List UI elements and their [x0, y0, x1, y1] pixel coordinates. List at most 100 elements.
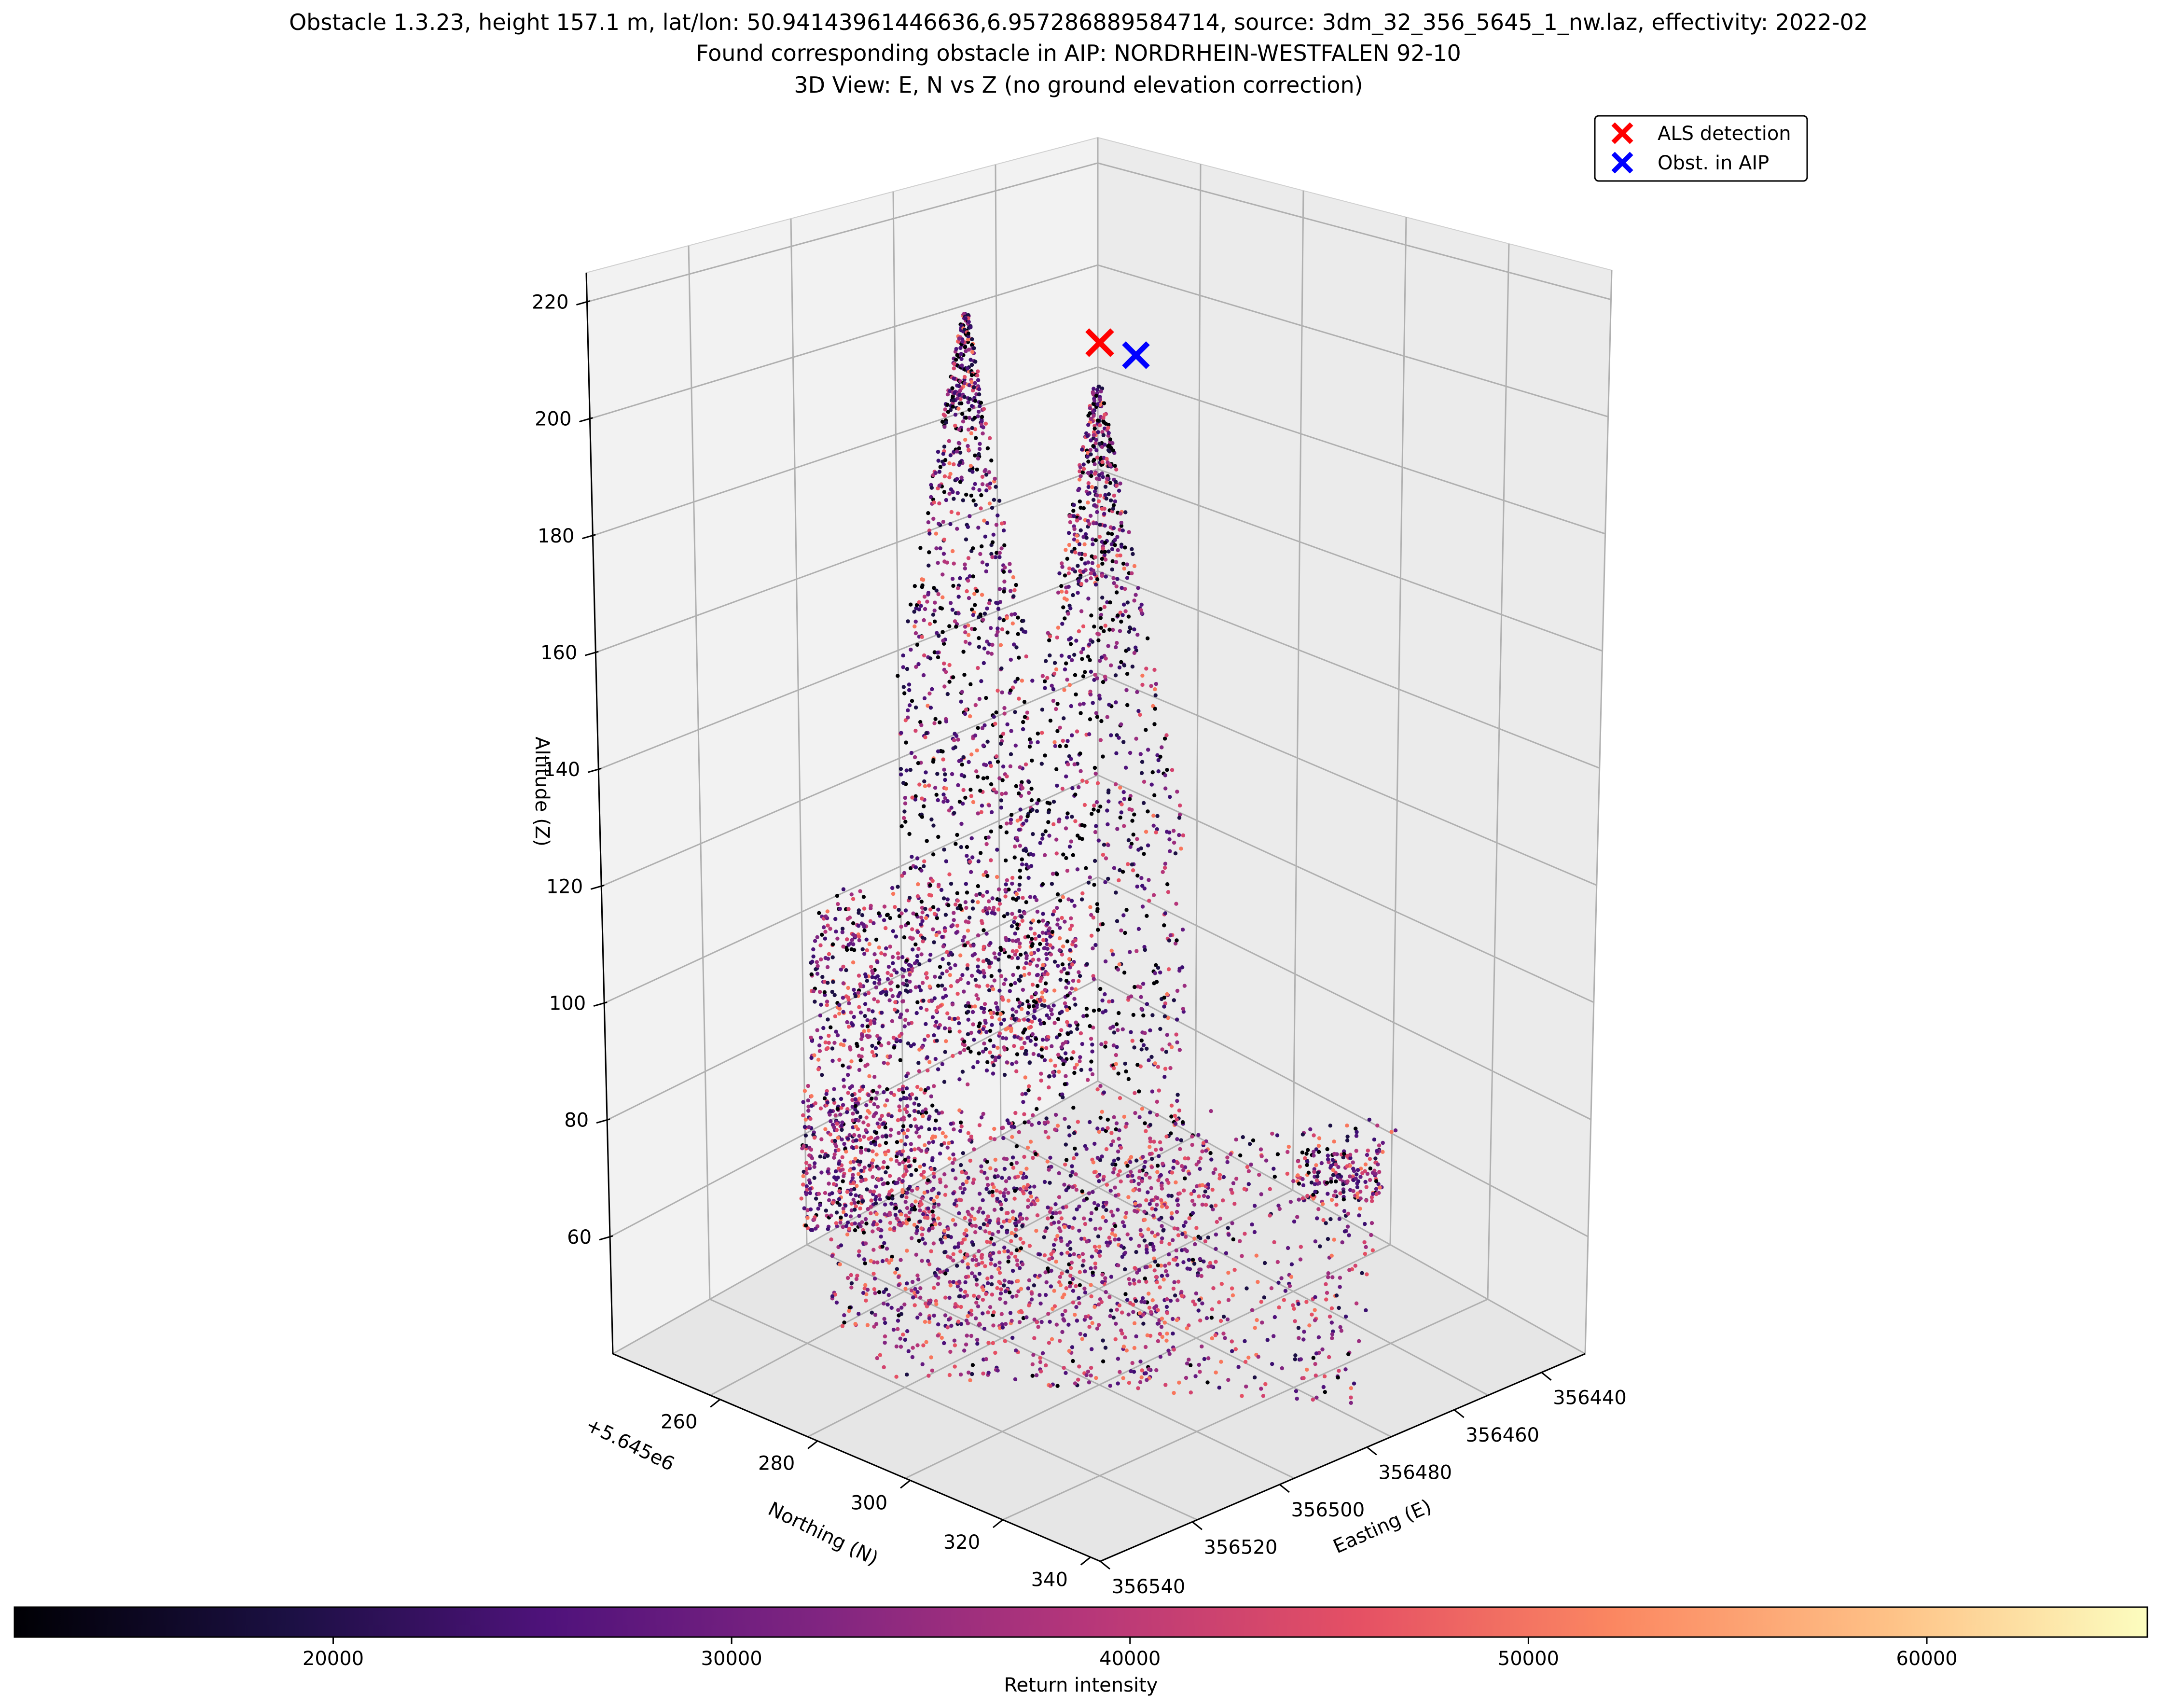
- point: [846, 998, 851, 1002]
- point: [1131, 1013, 1135, 1017]
- point: [883, 1125, 887, 1130]
- point: [1168, 933, 1173, 938]
- title-line-1: Obstacle 1.3.23, height 157.1 m, lat/lon…: [289, 9, 1868, 35]
- point: [1131, 1310, 1135, 1314]
- point: [875, 1260, 880, 1264]
- point: [1064, 1158, 1069, 1162]
- point: [872, 1075, 877, 1079]
- point: [1045, 922, 1050, 927]
- point: [1158, 1027, 1162, 1031]
- point: [1071, 1050, 1076, 1055]
- point: [930, 1188, 934, 1193]
- point: [1134, 1334, 1138, 1339]
- point: [885, 1302, 890, 1307]
- point: [899, 1139, 903, 1143]
- point: [1047, 638, 1051, 642]
- point: [1013, 981, 1017, 986]
- point: [1245, 1165, 1250, 1169]
- point: [1088, 658, 1092, 663]
- point: [984, 472, 989, 477]
- point: [850, 1093, 855, 1097]
- point: [855, 1274, 859, 1278]
- point: [1002, 1072, 1007, 1077]
- point: [1139, 1232, 1143, 1237]
- point: [1066, 584, 1071, 589]
- point: [1013, 680, 1018, 684]
- point: [1329, 1306, 1334, 1311]
- point: [1185, 1249, 1189, 1253]
- point: [930, 878, 935, 883]
- point: [997, 776, 1002, 780]
- point: [1073, 1066, 1077, 1070]
- point: [922, 653, 926, 658]
- point: [910, 937, 914, 941]
- point: [905, 1373, 909, 1377]
- point: [878, 1219, 883, 1223]
- point: [984, 488, 989, 493]
- point: [1011, 1166, 1016, 1170]
- point: [838, 907, 843, 911]
- point: [1119, 810, 1123, 815]
- point: [972, 346, 976, 350]
- point: [920, 1196, 925, 1201]
- point: [1324, 1282, 1328, 1286]
- point: [920, 1233, 925, 1237]
- point: [1246, 1355, 1251, 1360]
- point: [919, 916, 924, 920]
- point: [965, 890, 969, 895]
- point: [1098, 397, 1102, 402]
- point: [1010, 1007, 1015, 1012]
- point: [945, 950, 949, 955]
- point: [1136, 709, 1141, 713]
- point: [999, 1287, 1003, 1291]
- point: [936, 1202, 941, 1207]
- point: [808, 1117, 813, 1121]
- point: [1068, 1274, 1073, 1278]
- point: [1005, 821, 1009, 826]
- point: [977, 447, 982, 451]
- point: [1062, 716, 1066, 721]
- point: [1178, 803, 1182, 808]
- point: [943, 458, 948, 462]
- point: [991, 1341, 995, 1346]
- point: [959, 352, 964, 356]
- point: [1137, 1244, 1141, 1248]
- point: [1123, 1335, 1127, 1340]
- point: [829, 1213, 833, 1218]
- point: [1217, 1176, 1222, 1180]
- point: [1119, 1179, 1123, 1184]
- point: [872, 1287, 877, 1291]
- point: [1158, 1285, 1162, 1290]
- point: [833, 1139, 837, 1143]
- point: [830, 1191, 834, 1195]
- point: [959, 475, 964, 480]
- point: [958, 480, 963, 484]
- point: [1071, 593, 1075, 597]
- point: [999, 666, 1004, 671]
- point: [1372, 1138, 1377, 1142]
- point: [915, 1084, 920, 1089]
- point: [804, 1161, 809, 1165]
- point: [1074, 639, 1078, 643]
- point: [867, 1028, 871, 1033]
- point: [987, 470, 992, 474]
- point: [876, 911, 881, 916]
- point: [993, 1263, 997, 1267]
- point: [953, 1245, 957, 1250]
- point: [850, 1097, 855, 1102]
- point: [1289, 1262, 1294, 1266]
- point: [831, 980, 835, 984]
- point: [940, 1131, 945, 1136]
- point: [808, 1180, 812, 1185]
- point: [1076, 591, 1080, 595]
- point: [1070, 1170, 1075, 1174]
- point: [932, 721, 937, 725]
- point: [1052, 1073, 1056, 1078]
- point: [1095, 715, 1099, 719]
- point: [1064, 661, 1068, 666]
- point: [904, 958, 909, 963]
- point: [1093, 1265, 1098, 1270]
- point: [1234, 1138, 1238, 1142]
- point: [990, 896, 995, 901]
- point: [1051, 687, 1056, 692]
